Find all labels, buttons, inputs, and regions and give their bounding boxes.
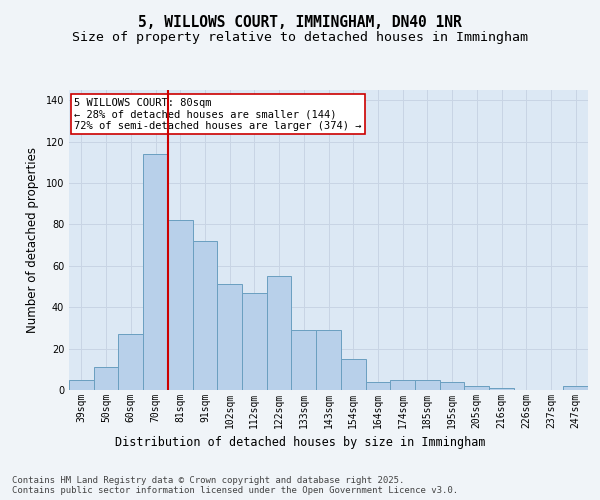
Bar bbox=[217, 284, 242, 390]
Bar bbox=[69, 380, 94, 390]
Bar bbox=[316, 330, 341, 390]
Text: Contains HM Land Registry data © Crown copyright and database right 2025.
Contai: Contains HM Land Registry data © Crown c… bbox=[12, 476, 458, 495]
Bar bbox=[193, 241, 217, 390]
Text: Size of property relative to detached houses in Immingham: Size of property relative to detached ho… bbox=[72, 31, 528, 44]
Bar bbox=[489, 388, 514, 390]
Bar bbox=[390, 380, 415, 390]
Text: 5 WILLOWS COURT: 80sqm
← 28% of detached houses are smaller (144)
72% of semi-de: 5 WILLOWS COURT: 80sqm ← 28% of detached… bbox=[74, 98, 362, 130]
Bar bbox=[464, 386, 489, 390]
Bar bbox=[292, 330, 316, 390]
Bar bbox=[415, 380, 440, 390]
Text: 5, WILLOWS COURT, IMMINGHAM, DN40 1NR: 5, WILLOWS COURT, IMMINGHAM, DN40 1NR bbox=[138, 15, 462, 30]
Bar bbox=[563, 386, 588, 390]
Bar bbox=[341, 359, 365, 390]
Bar bbox=[118, 334, 143, 390]
Y-axis label: Number of detached properties: Number of detached properties bbox=[26, 147, 38, 333]
Bar bbox=[267, 276, 292, 390]
Text: Distribution of detached houses by size in Immingham: Distribution of detached houses by size … bbox=[115, 436, 485, 449]
Bar bbox=[365, 382, 390, 390]
Bar bbox=[168, 220, 193, 390]
Bar bbox=[143, 154, 168, 390]
Bar bbox=[440, 382, 464, 390]
Bar bbox=[242, 293, 267, 390]
Bar bbox=[94, 367, 118, 390]
